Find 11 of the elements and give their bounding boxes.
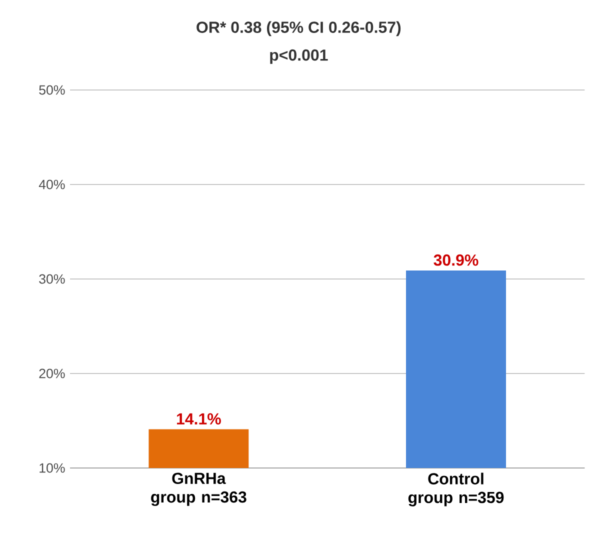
y-tick-label: 20% bbox=[39, 368, 65, 378]
y-tick-label: 40% bbox=[38, 180, 65, 190]
x-tick-label: Control group n=359 bbox=[408, 472, 504, 506]
y-tick-label: 50% bbox=[39, 85, 65, 95]
chart-title: OR* 0.38 (95% CI 0.26-0.57) bbox=[196, 21, 401, 36]
data-label: 14.1% bbox=[176, 413, 221, 425]
y-tick-label: 30% bbox=[39, 274, 65, 284]
data-label: 30.9% bbox=[434, 254, 478, 266]
x-tick-label: GnRHa group n=363 bbox=[151, 472, 246, 506]
y-tick-label: 10% bbox=[40, 463, 65, 473]
chart-subtitle: p<0.001 bbox=[270, 49, 328, 64]
